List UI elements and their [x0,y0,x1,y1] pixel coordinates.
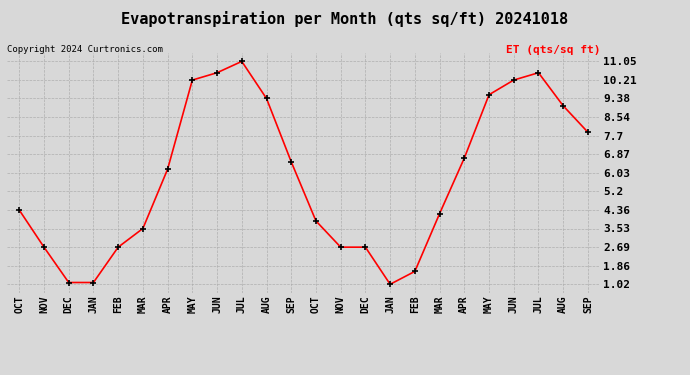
Text: Evapotranspiration per Month (qts sq/ft) 20241018: Evapotranspiration per Month (qts sq/ft)… [121,11,569,27]
Text: Copyright 2024 Curtronics.com: Copyright 2024 Curtronics.com [7,45,163,54]
Text: ET (qts/sq ft): ET (qts/sq ft) [506,45,600,55]
